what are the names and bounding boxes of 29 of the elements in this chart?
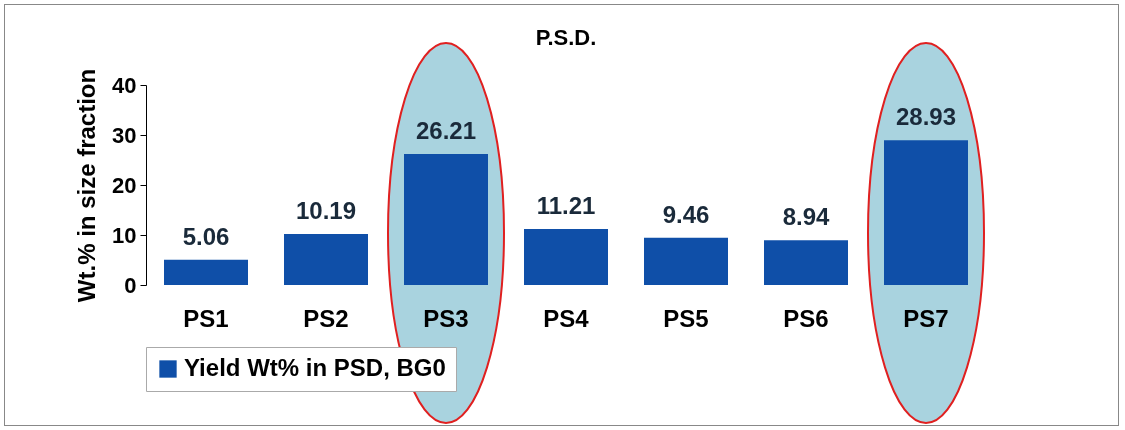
legend-label: Yield Wt% in PSD, BG0 xyxy=(184,354,446,381)
data-label: 28.93 xyxy=(895,103,957,131)
x-tick-label: PS6 xyxy=(783,304,829,332)
data-label: 8.94 xyxy=(782,203,830,231)
bar xyxy=(524,228,608,285)
data-label: 11.21 xyxy=(536,191,596,219)
y-tick-label: 40 xyxy=(112,72,137,98)
x-tick-label: PS7 xyxy=(903,304,949,332)
x-tick-label: PS4 xyxy=(543,304,590,332)
bar xyxy=(164,259,248,285)
y-tick-label: 20 xyxy=(112,172,137,198)
x-tick-label: PS1 xyxy=(183,304,229,332)
x-tick-label: PS5 xyxy=(663,304,709,332)
y-axis-title: Wt.% in size fraction xyxy=(73,68,101,303)
x-tick-label: PS2 xyxy=(303,304,349,332)
y-tick-label: 10 xyxy=(112,222,137,248)
y-tick-label: 30 xyxy=(112,122,137,148)
data-label: 26.21 xyxy=(415,116,477,144)
bar xyxy=(764,240,848,285)
bar xyxy=(644,237,728,285)
bar xyxy=(404,153,488,285)
y-tick-label: 0 xyxy=(124,272,137,298)
data-label: 9.46 xyxy=(662,200,710,228)
data-label: 5.06 xyxy=(182,222,230,250)
data-label: 10.19 xyxy=(295,197,357,225)
bar xyxy=(884,140,968,285)
chart-title: P.S.D. xyxy=(535,25,597,51)
bar xyxy=(284,234,368,285)
x-tick-label: PS3 xyxy=(423,304,469,332)
